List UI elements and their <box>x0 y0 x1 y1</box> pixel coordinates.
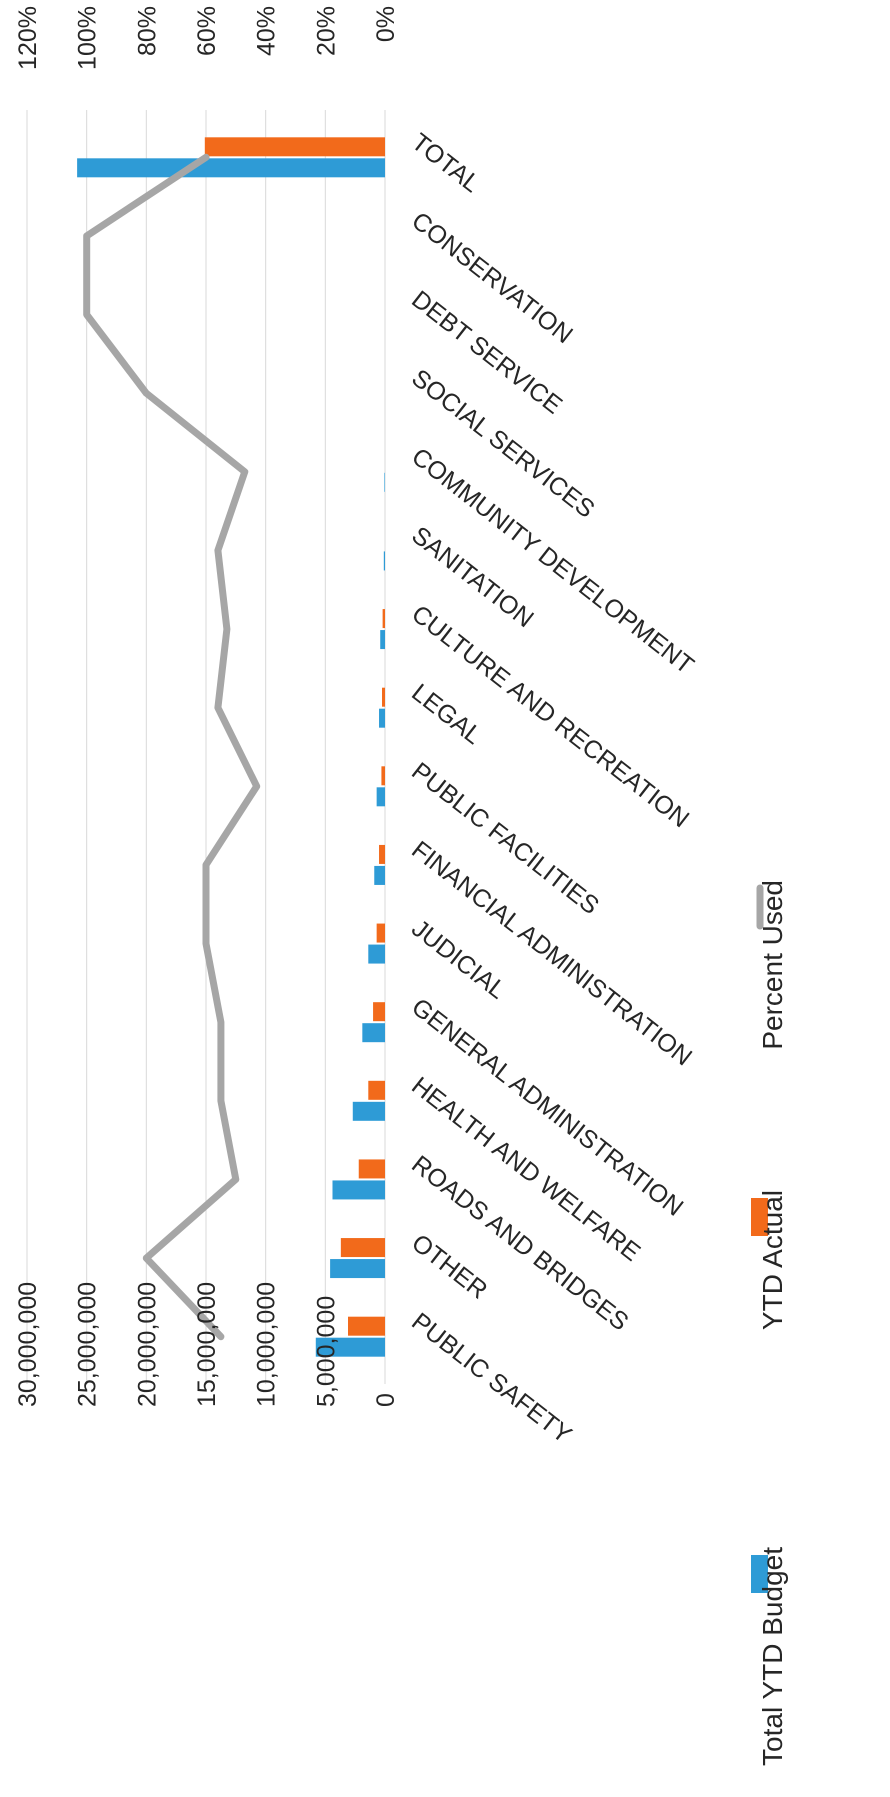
actual-bar <box>340 1238 385 1258</box>
actual-bar <box>376 923 385 943</box>
y2-tick-label: 100% <box>74 6 102 70</box>
gridlines <box>26 110 386 1384</box>
budget-bar <box>374 865 385 885</box>
y-tick-label: 15,000,000 <box>193 1282 221 1407</box>
budget-bar <box>379 708 385 728</box>
category-label: LEGAL <box>406 678 487 750</box>
actual-bar <box>379 844 385 864</box>
actual-bar <box>382 687 385 707</box>
category-label: PUBLIC FACILITIES <box>406 757 604 920</box>
y-tick-label: 10,000,000 <box>253 1282 281 1407</box>
budget-bar <box>77 158 386 178</box>
secondary-axis-ticks: 0% 20% 40% 60% 80% 100% 120% <box>14 6 400 70</box>
y2-tick-label: 120% <box>14 6 42 70</box>
category-label: TOTAL <box>406 128 485 198</box>
category-label: OTHER <box>406 1229 492 1305</box>
actual-bar <box>381 766 385 786</box>
percent-used-line <box>83 153 261 1341</box>
y-tick-label: 20,000,000 <box>133 1282 161 1407</box>
y-tick-label: 30,000,000 <box>14 1282 42 1407</box>
y-tick-label: 5,000,000 <box>312 1296 340 1407</box>
category-label: CONSERVATION <box>406 207 578 350</box>
legend-swatch <box>751 1555 768 1593</box>
budget-bar <box>383 551 385 571</box>
y2-tick-label: 0% <box>372 6 400 42</box>
category-label: SOCIAL SERVICES <box>406 364 600 524</box>
actual-bar <box>368 1080 385 1100</box>
actual-bar <box>348 1316 385 1336</box>
y2-tick-label: 60% <box>193 6 221 56</box>
y-tick-label: 0 <box>372 1393 400 1407</box>
legend: Total YTD Budget YTD Actual Percent Used <box>751 880 788 1766</box>
budget-bar <box>380 630 385 650</box>
budget-bar <box>332 1180 385 1200</box>
y2-tick-label: 80% <box>133 6 161 56</box>
y-tick-label: 25,000,000 <box>74 1282 102 1407</box>
primary-axis-ticks: 0 5,000,000 10,000,000 15,000,000 20,000,000… <box>14 1282 400 1407</box>
budget-bar <box>330 1259 385 1279</box>
actual-bar <box>373 1002 385 1022</box>
actual-bar <box>358 1159 385 1179</box>
budget-bar <box>315 1337 385 1357</box>
legend-label: Total YTD Budget <box>757 1547 788 1766</box>
budget-bar <box>362 1023 385 1043</box>
budget-bar <box>352 1101 385 1121</box>
y2-tick-label: 20% <box>312 6 340 56</box>
category-label: JUDICIAL <box>406 914 511 1005</box>
actual-bar <box>204 137 385 157</box>
budget-bar <box>368 944 385 964</box>
legend-label: Percent Used <box>757 880 788 1050</box>
budget-bar <box>384 472 385 492</box>
actual-bar <box>382 609 385 629</box>
y2-tick-label: 40% <box>253 6 281 56</box>
legend-label: YTD Actual <box>757 1190 788 1330</box>
legend-swatch <box>751 1198 768 1236</box>
bars <box>77 137 386 1357</box>
percent-used-series-line <box>83 153 261 1341</box>
category-label: PUBLIC SAFETY <box>406 1307 577 1449</box>
budget-bar <box>376 787 385 807</box>
